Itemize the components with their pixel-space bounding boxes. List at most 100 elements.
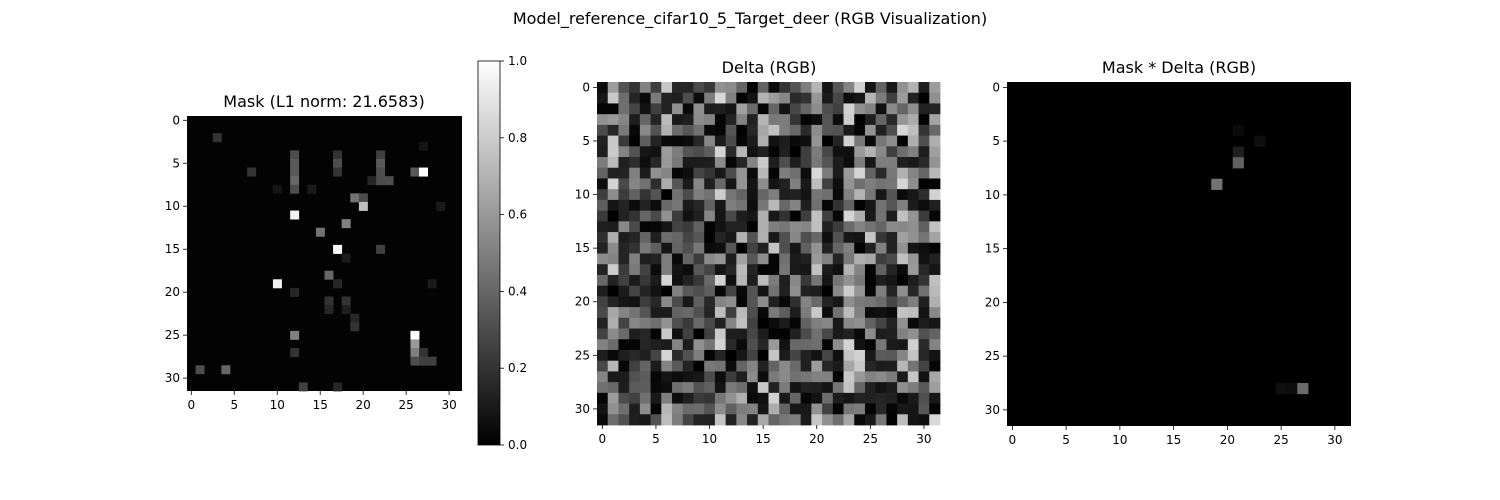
heatmap-cell [779,103,791,115]
heatmap-cell [907,242,919,254]
heatmap-cell [843,371,855,383]
heatmap-cell [854,82,866,94]
heatmap-cell [629,264,641,276]
heatmap-cell [768,146,780,158]
heatmap-cell [682,242,694,254]
heatmap-cell [427,356,437,366]
heatmap-cell [693,274,705,287]
heatmap-cell [597,232,609,244]
heatmap-cell [682,296,694,308]
heatmap-cell [725,317,737,329]
heatmap-cell [376,167,386,177]
heatmap-cell [747,199,759,212]
heatmap-cell [907,167,919,179]
heatmap-cell [907,92,919,104]
heatmap-cell [875,328,887,340]
heatmap-cell [864,210,877,222]
heatmap-cell [929,135,941,147]
heatmap-cell [639,371,651,383]
heatmap-cell [822,371,834,383]
heatmap-cell [618,92,630,104]
heatmap-cell [704,210,716,222]
heatmap-cell [811,253,823,265]
heatmap-cell [650,103,662,115]
heatmap-cell [929,103,941,115]
heatmap-cell [811,339,823,351]
heatmap-cell [811,285,823,297]
heatmap-cell [768,232,780,244]
heatmap-cell [682,232,694,244]
heatmap-cell [822,221,834,233]
heatmap-cell [757,371,769,383]
y-tick-label: 5 [582,134,590,148]
heatmap-cell [811,178,823,190]
heatmap-cell [757,167,769,179]
heatmap-cell [897,178,909,190]
heatmap-cell [822,199,834,212]
heatmap-cell [629,157,641,169]
heatmap-cell [779,296,791,308]
heatmap-cell [693,167,705,179]
heatmap-cell [747,296,759,308]
heatmap-cell [779,371,791,383]
heatmap-cell [639,403,651,415]
heatmap-cell [897,253,909,265]
heatmap-cell [800,92,812,104]
heatmap-cell [272,184,282,194]
heatmap-cell [800,82,812,94]
heatmap-cell [672,360,684,372]
heatmap-cell [704,221,716,233]
heatmap-cell [672,210,684,222]
heatmap-cell [639,274,651,287]
heatmap-cell [1254,135,1266,147]
heatmap-cell [661,285,673,297]
heatmap-cell [682,82,694,94]
heatmap-cell [736,242,748,254]
heatmap-cell [789,189,802,201]
heatmap-cell [639,253,651,265]
heatmap-cell [875,274,887,287]
heatmap-cell [843,317,855,329]
heatmap-cell [918,114,930,126]
heatmap-cell [410,167,420,177]
heatmap-cell [789,328,802,340]
heatmap-cell [629,296,641,308]
heatmap-cell [800,114,812,126]
heatmap-cell [747,285,759,297]
heatmap-cell [757,274,769,287]
heatmap-cell [757,285,769,297]
heatmap-cell [350,322,360,332]
heatmap-cell [639,414,651,426]
heatmap-cell [822,339,834,351]
heatmap-cell [650,82,662,94]
y-tick-label: 15 [575,241,590,255]
heatmap-cell [757,242,769,254]
heatmap-cell [639,189,651,201]
heatmap-cell [854,264,866,276]
heatmap-cell [897,92,909,104]
heatmap-cell [682,392,694,404]
x-tick-label: 5 [652,432,660,446]
heatmap-cell [832,178,844,190]
heatmap-cell [929,307,941,319]
heatmap-cell [875,146,887,158]
heatmap-cell [843,135,855,147]
mask-delta-heatmap-panel: Mask * Delta (RGB) 0 5 10 15 20 25 30 0 5 10 15 20 2… [985,58,1351,447]
heatmap-cell [597,242,609,254]
heatmap-cell [693,382,705,394]
heatmap-cell [629,360,641,372]
heatmap-cell [650,92,662,104]
heatmap-cell [897,392,909,404]
heatmap-cell [832,221,844,233]
heatmap-cell [618,210,630,222]
heatmap-cell [324,296,334,306]
heatmap-cell [811,199,823,212]
heatmap-cell [854,349,866,362]
heatmap-cell [854,317,866,329]
heatmap-cell [747,264,759,276]
heatmap-cell [661,189,673,201]
heatmap-cell [639,360,651,372]
heatmap-cell [376,244,386,254]
heatmap-cell [639,339,651,351]
heatmap-cell [725,92,737,104]
